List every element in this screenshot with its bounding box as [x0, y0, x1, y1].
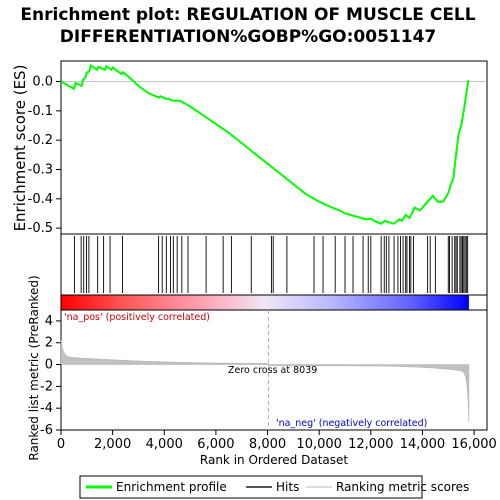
- pos-correlated-label: 'na_pos' (positively correlated): [64, 312, 210, 323]
- es-panel: [60, 60, 488, 235]
- es-axis: 0.0 -0.1 -0.2 -0.3 -0.4 -0.5: [28, 75, 61, 236]
- legend-enrichment-label: Enrichment profile: [116, 480, 227, 494]
- es-tick-label: -0.3: [28, 162, 53, 177]
- metric-tick-label: -6: [40, 423, 53, 438]
- es-y-axis-label: Enrichment score (ES): [11, 65, 29, 232]
- metric-tick-label: -2: [40, 379, 53, 394]
- es-tick-label: -0.4: [28, 192, 53, 207]
- metric-tick-label: -4: [40, 401, 53, 416]
- chart-title-line2: DIFFERENTIATION%GOBP%GO:0051147: [60, 27, 436, 47]
- zero-cross-label: Zero cross at 8039: [228, 365, 317, 376]
- metric-tick-label: 2: [45, 336, 53, 351]
- x-tick-label: 6,000: [197, 437, 234, 452]
- metric-tick-label: 0: [45, 358, 53, 373]
- x-tick-label: 10,000: [296, 437, 342, 452]
- metric-panel: [60, 309, 488, 431]
- es-tick-label: -0.5: [28, 221, 53, 236]
- x-axis: 0 2,000 4,000 6,000 8,000 10,000 12,000 14,000 1…: [57, 430, 497, 452]
- x-tick-label: 16,000: [451, 437, 497, 452]
- hits-panel: [60, 233, 488, 296]
- metric-axis: 4 2 0 -2 -4 -6: [40, 314, 61, 438]
- x-tick-label: 8,000: [249, 437, 286, 452]
- metric-y-axis-label: Ranked list metric (PreRanked): [27, 275, 41, 460]
- es-tick-label: -0.1: [28, 104, 53, 119]
- legend-metric-label: Ranking metric scores: [336, 480, 469, 494]
- x-tick-label: 2,000: [94, 437, 131, 452]
- enrichment-profile-line: [60, 63, 470, 225]
- x-axis-label: Rank in Ordered Dataset: [200, 453, 348, 467]
- hits-marks: [73, 236, 469, 293]
- x-tick-label: 4,000: [146, 437, 183, 452]
- rank-color-bar: [61, 295, 469, 310]
- metric-tick-label: 4: [45, 314, 53, 329]
- neg-correlated-label: 'na_neg' (negatively correlated): [276, 418, 427, 429]
- x-tick-label: 0: [57, 437, 65, 452]
- es-tick-label: -0.2: [28, 133, 53, 148]
- legend: Enrichment profile Hits Ranking metric s…: [79, 475, 469, 499]
- chart-title: Enrichment plot: REGULATION OF MUSCLE CE…: [20, 5, 475, 25]
- x-tick-label: 12,000: [348, 437, 394, 452]
- es-tick-label: 0.0: [32, 75, 53, 90]
- x-tick-label: 14,000: [400, 437, 446, 452]
- legend-hits-label: Hits: [276, 480, 299, 494]
- ranking-metric-area: [60, 340, 470, 423]
